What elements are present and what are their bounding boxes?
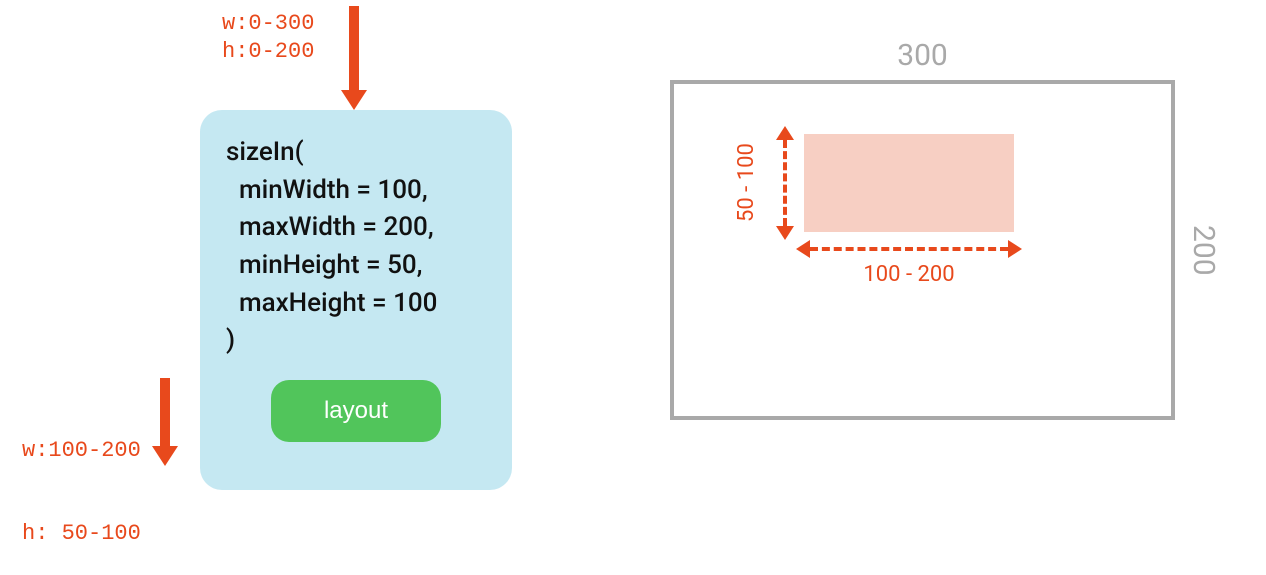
- layout-button[interactable]: layout: [271, 380, 441, 442]
- height-range-label: 50 - 100: [734, 134, 759, 232]
- incoming-constraints-label: w:0-300 h:0-200: [222, 10, 314, 65]
- width-range-label: 100 - 200: [804, 262, 1014, 287]
- outgoing-height: h: 50-100: [22, 520, 141, 548]
- container-width-label: 300: [670, 38, 1175, 73]
- incoming-height: h:0-200: [222, 38, 314, 66]
- code-box: sizeIn( minWidth = 100, maxWidth = 200, …: [200, 110, 512, 490]
- code-text: sizeIn( minWidth = 100, maxWidth = 200, …: [226, 134, 486, 360]
- incoming-width: w:0-300: [222, 10, 314, 38]
- code-fn: sizeIn(: [226, 137, 304, 167]
- code-close: ): [226, 325, 235, 355]
- incoming-arrow-icon: [347, 6, 361, 110]
- code-line-1: minWidth = 100,: [239, 175, 428, 205]
- code-line-3: minHeight = 50,: [239, 250, 423, 280]
- outgoing-constraints-label: w:100-200 h: 50-100: [22, 382, 141, 575]
- outgoing-width: w:100-200: [22, 437, 141, 465]
- width-range-arrow-icon: [810, 247, 1008, 251]
- container-box: 50 - 100 100 - 200: [670, 80, 1175, 420]
- outgoing-arrow-icon: [158, 378, 172, 466]
- container-height-label: 200: [1186, 80, 1221, 420]
- code-line-2: maxWidth = 200,: [239, 212, 434, 242]
- inner-rect: [804, 134, 1014, 232]
- height-range-arrow-icon: [783, 140, 787, 226]
- code-line-4: maxHeight = 100: [239, 288, 437, 318]
